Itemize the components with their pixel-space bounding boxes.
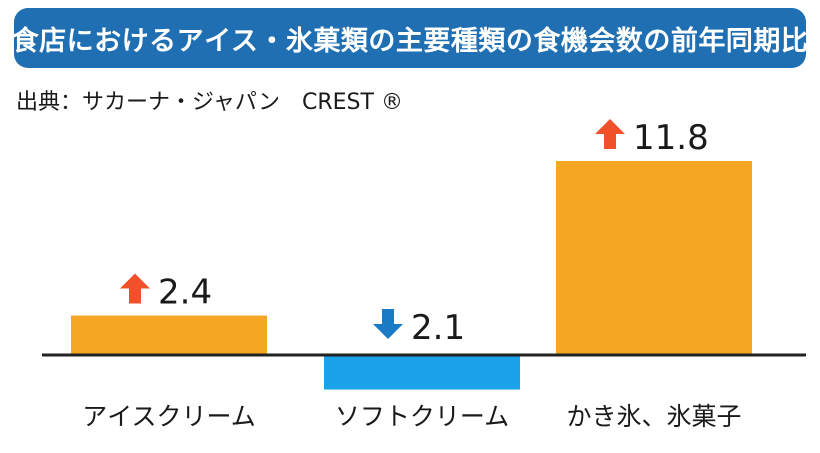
value-label-3: 11.8 [633, 118, 709, 158]
chart-title: 飲食店におけるアイス・氷菓類の主要種類の食機会数の前年同期比% [0, 25, 820, 57]
up-arrow-icon [120, 273, 150, 304]
title-banner: 飲食店におけるアイス・氷菓類の主要種類の食機会数の前年同期比% [0, 8, 820, 68]
source-note: 出典：サカーナ・ジャパン CREST ® [16, 90, 403, 115]
bar-1 [71, 315, 267, 355]
category-label-3: かき氷、氷菓子 [566, 402, 741, 431]
bar-2 [324, 355, 520, 390]
down-arrow-icon [373, 309, 403, 339]
category-label-2: ソフトクリーム [335, 402, 509, 431]
value-label-2: 2.1 [411, 308, 465, 348]
category-label-1: アイスクリーム [82, 402, 256, 431]
up-arrow-icon [595, 119, 625, 149]
bar-3 [556, 161, 752, 355]
value-label-1: 2.4 [158, 273, 212, 313]
